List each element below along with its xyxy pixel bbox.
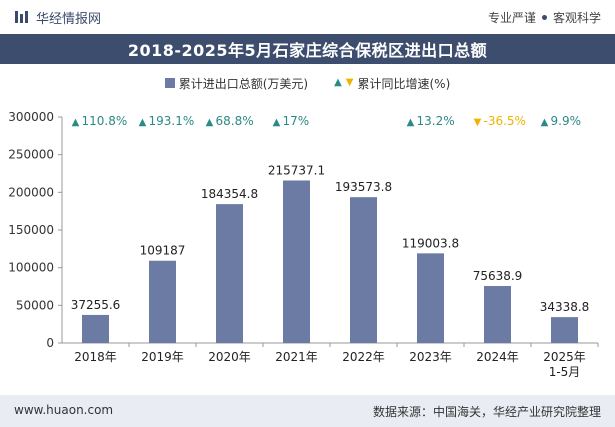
x-category-label: 2021年 [275, 350, 318, 364]
growth-value-label: 13.2% [417, 114, 455, 128]
x-category-label: 2019年 [141, 350, 184, 364]
legend-bar-label: 累计进出口总额(万美元) [178, 76, 309, 91]
bar-value-label: 109187 [140, 244, 186, 258]
x-category-label: 2023年 [409, 350, 452, 364]
bar-chart: 0 50000 100000 150000 200000 250000 300000 3725… [8, 110, 599, 379]
bar-value-label: 184354.8 [201, 187, 258, 201]
chart-title: 2018-2025年5月石家庄综合保税区进出口总额 [127, 41, 488, 60]
growth-up-triangle-icon: ▲ [139, 117, 147, 128]
growth-up-triangle-icon: ▲ [206, 117, 214, 128]
x-category-label: 2018年 [74, 350, 117, 364]
y-tick-label: 200000 [8, 185, 54, 199]
tagline-separator-dot [541, 14, 547, 20]
x-category-label: 2024年 [476, 350, 519, 364]
bar [216, 204, 243, 343]
legend-item-growth: ▲ ▼ 累计同比增速(%) [334, 75, 450, 92]
growth-value-label: -36.5% [484, 114, 526, 128]
bar-value-label: 34338.8 [540, 300, 590, 314]
bar [417, 253, 444, 343]
legend-item-bars: 累计进出口总额(万美元) [164, 75, 309, 92]
bar [283, 180, 310, 343]
tagline: 专业严谨 客观科学 [488, 8, 601, 26]
y-tick-label: 150000 [8, 223, 54, 237]
bar-value-label: 119003.8 [402, 236, 459, 250]
tagline-right: 客观科学 [552, 10, 601, 25]
x-category-label: 2022年 [342, 350, 385, 364]
chart-legend: 累计进出口总额(万美元) ▲ ▼ 累计同比增速(%) [0, 74, 615, 92]
footer-bar: www.huaon.com 数据来源：中国海关，华经产业研究院整理 [0, 395, 615, 427]
bar [484, 286, 511, 343]
footer-source: 数据来源：中国海关，华经产业研究院整理 [372, 405, 601, 419]
growth-value-label: 110.8% [82, 114, 128, 128]
growth-value-label: 17% [283, 114, 310, 128]
bar [350, 197, 377, 343]
growth-up-triangle-icon: ▲ [541, 117, 549, 128]
y-tick-label: 300000 [8, 110, 54, 124]
bar [82, 314, 109, 343]
bar [149, 260, 176, 343]
huajing-logo-icon [15, 11, 28, 23]
growth-value-label: 9.9% [551, 114, 582, 128]
growth-value-label: 193.1% [149, 114, 195, 128]
y-tick-label: 0 [46, 336, 54, 350]
brand-name: 华经情报网 [36, 11, 102, 27]
brand[interactable]: 华经情报网 [14, 8, 102, 27]
bar-value-label: 75638.9 [473, 269, 523, 283]
bar-value-label: 37255.6 [71, 298, 121, 312]
x-category-label: 2025年 1-5月 [543, 350, 586, 379]
bar [551, 317, 578, 343]
footer-url[interactable]: www.huaon.com [14, 403, 114, 417]
bar-value-label: 215737.1 [268, 163, 325, 177]
growth-value-label: 68.8% [216, 114, 254, 128]
top-header-bar: 华经情报网 专业严谨 客观科学 [0, 0, 615, 34]
legend-growth-label: 累计同比增速(%) [357, 76, 451, 91]
bar-value-label: 193573.8 [335, 180, 392, 194]
y-tick-label: 250000 [8, 148, 54, 162]
legend-bar-swatch [164, 78, 175, 88]
chart-title-bar: 2018-2025年5月石家庄综合保税区进出口总额 [0, 34, 615, 64]
y-tick-label: 50000 [16, 298, 54, 312]
legend-up-triangle-icon: ▲ [334, 77, 342, 88]
x-category-label: 2020年 [208, 350, 251, 364]
growth-up-triangle-icon: ▲ [72, 117, 80, 128]
y-tick-label: 100000 [8, 261, 54, 275]
tagline-left: 专业严谨 [487, 10, 536, 25]
growth-up-triangle-icon: ▲ [273, 117, 281, 128]
growth-up-triangle-icon: ▲ [407, 117, 415, 128]
legend-down-triangle-icon: ▼ [345, 77, 354, 88]
growth-down-triangle-icon: ▼ [474, 117, 482, 128]
